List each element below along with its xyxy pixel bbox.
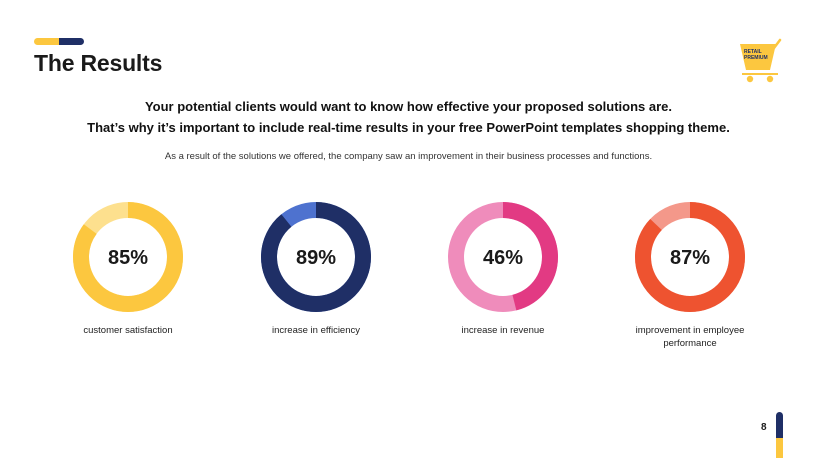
cart-basket <box>740 44 776 70</box>
title-accent-bar <box>34 38 84 45</box>
stat-increase-in-revenue: 46% increase in revenue <box>418 200 588 337</box>
stat-value: 85% <box>108 247 148 269</box>
stat-label: improvement in employee performance <box>635 325 745 349</box>
donut-fill <box>448 202 558 312</box>
stat-value: 89% <box>296 247 336 269</box>
logo-text-line1: RETAIL <box>744 49 762 55</box>
donut-fill <box>73 202 183 312</box>
stat-value: 46% <box>483 247 523 269</box>
page-bar-navy <box>776 412 783 438</box>
cart-wheel-right <box>766 75 774 83</box>
logo-text-line2: PREMIUM <box>744 55 768 61</box>
page-bar-yellow <box>776 438 783 458</box>
cart-wheel-left <box>746 75 754 83</box>
stat-customer-satisfaction: 85% customer satisfaction <box>43 200 213 337</box>
stat-increase-in-efficiency: 89% increase in efficiency <box>231 200 401 337</box>
page-number: 8 <box>761 422 767 433</box>
subtext: As a result of the solutions we offered,… <box>164 151 653 162</box>
stat-label: increase in efficiency <box>271 325 360 336</box>
donut-fill <box>261 202 371 312</box>
donut-fill <box>635 202 745 312</box>
headline: Your potential clients would want to kno… <box>0 96 817 138</box>
page-title: The Results <box>34 50 163 76</box>
shopping-cart-icon: RETAIL PREMIUM <box>740 38 782 83</box>
donut-chart: 89% <box>261 202 371 312</box>
stat-label: increase in revenue <box>461 325 545 336</box>
donut-chart: 46% <box>448 202 558 312</box>
headline-line1: Your potential clients would want to kno… <box>144 99 673 114</box>
donut-chart: 87% <box>635 202 745 312</box>
headline-line2: That’s why it’s important to include rea… <box>87 120 730 135</box>
page-accent-bar <box>776 412 783 458</box>
donut-chart: 85% <box>73 202 183 312</box>
stat-label: customer satisfaction <box>83 325 173 336</box>
stat-value: 87% <box>670 247 710 269</box>
accent-segment-yellow <box>34 38 59 45</box>
accent-segment-navy <box>59 38 84 45</box>
stat-employee-performance: 87% improvement in employee performance <box>605 200 775 350</box>
